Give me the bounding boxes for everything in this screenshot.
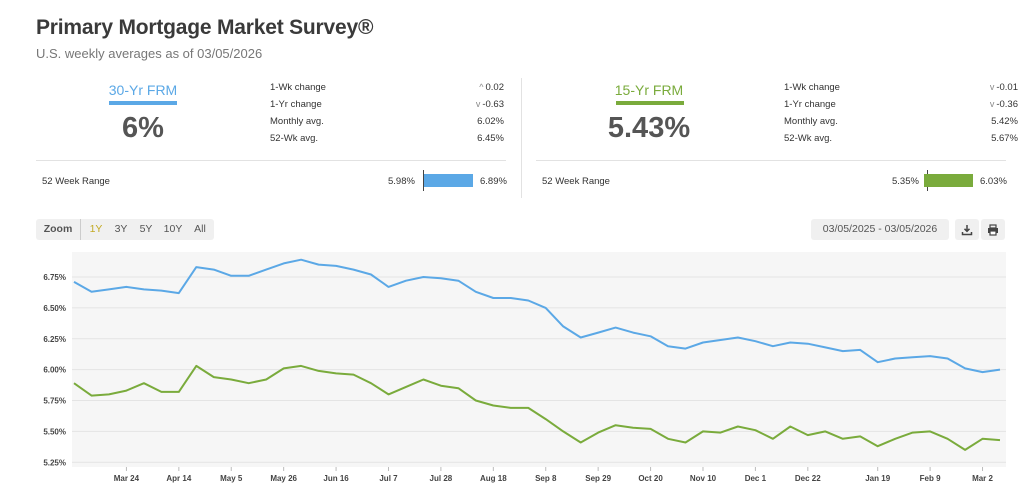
- y-tick-label: 5.50%: [43, 427, 66, 436]
- zoom-5y-button[interactable]: 5Y: [139, 223, 153, 235]
- stat-value: ^ 0.02: [479, 82, 504, 93]
- stat-row: 1-Yr change v -0.63: [270, 96, 506, 113]
- x-tick-label: Jul 7: [379, 474, 398, 483]
- zoom-10y-button[interactable]: 10Y: [163, 223, 183, 235]
- x-tick-label: Feb 9: [920, 474, 941, 483]
- rate-value-15yr: 5.43%: [607, 112, 691, 144]
- range-label-30yr: 52 Week Range: [42, 176, 110, 187]
- stat-row: 52-Wk avg. 5.67%: [784, 130, 1020, 147]
- range-bar-15yr: [924, 174, 973, 187]
- x-tick-label: Jul 28: [430, 474, 453, 483]
- page-subtitle: U.S. weekly averages as of 03/05/2026: [36, 46, 263, 61]
- range-min-30yr: 5.98%: [388, 176, 415, 187]
- stat-value: 5.42%: [991, 116, 1018, 127]
- x-tick-label: Sep 29: [585, 474, 611, 483]
- stat-label: 1-Wk change: [784, 82, 840, 93]
- x-tick-label: Oct 20: [638, 474, 663, 483]
- rate-underline-15yr: [616, 101, 684, 105]
- y-tick-label: 5.75%: [43, 397, 66, 406]
- stat-label: Monthly avg.: [784, 116, 838, 127]
- stat-label: 52-Wk avg.: [784, 133, 833, 144]
- card-divider: [36, 160, 506, 161]
- zoom-label: Zoom: [36, 219, 81, 240]
- stat-value: 5.67%: [991, 133, 1018, 144]
- x-tick-label: May 5: [220, 474, 243, 483]
- zoom-selector: Zoom 1Y 3Y 5Y 10Y All: [36, 219, 214, 240]
- card-divider: [536, 160, 1006, 161]
- plot-area: [72, 252, 1006, 467]
- chevron-down-icon: v: [475, 99, 481, 109]
- x-tick-label: Mar 24: [114, 474, 140, 483]
- rate-name-30yr: 30-Yr FRM: [108, 82, 178, 98]
- zoom-3y-button[interactable]: 3Y: [114, 223, 128, 235]
- range-bar-30yr: [424, 174, 473, 187]
- cards-divider: [521, 78, 522, 198]
- download-icon: [961, 224, 973, 235]
- range-current-marker-30yr: [423, 170, 424, 191]
- stat-row: Monthly avg. 5.42%: [784, 113, 1020, 130]
- rate-underline-30yr: [109, 101, 177, 105]
- rate-name-15yr: 15-Yr FRM: [614, 82, 684, 98]
- chevron-up-icon: ^: [479, 82, 484, 92]
- stat-label: Monthly avg.: [270, 116, 324, 127]
- stats-15yr: 1-Wk change v -0.01 1-Yr change v -0.36 Mo…: [784, 79, 1020, 147]
- stat-value: v -0.36: [989, 99, 1018, 110]
- range-label-15yr: 52 Week Range: [542, 176, 610, 187]
- chevron-down-icon: v: [989, 99, 995, 109]
- zoom-all-button[interactable]: All: [194, 223, 206, 235]
- stat-value: 6.02%: [477, 116, 504, 127]
- stat-row: Monthly avg. 6.02%: [270, 113, 506, 130]
- stat-label: 52-Wk avg.: [270, 133, 319, 144]
- zoom-1y-button[interactable]: 1Y: [89, 223, 103, 235]
- y-tick-label: 6.25%: [43, 335, 66, 344]
- series-line-15yr-frm[interactable]: [73, 364, 1001, 451]
- x-tick-label: Dec 22: [795, 474, 821, 483]
- x-tick-label: May 26: [270, 474, 297, 483]
- stat-value: v -0.01: [989, 82, 1018, 93]
- range-min-15yr: 5.35%: [892, 176, 919, 187]
- stats-30yr: 1-Wk change ^ 0.02 1-Yr change v -0.63 Mon…: [270, 79, 506, 147]
- date-range-field[interactable]: 03/05/2025 - 03/05/2026: [811, 219, 949, 240]
- rate-value-30yr: 6%: [122, 112, 164, 144]
- print-icon: [988, 223, 998, 236]
- x-tick-label: Jun 16: [323, 474, 349, 483]
- x-tick-label: Dec 1: [745, 474, 767, 483]
- series-line-30yr-frm[interactable]: [73, 258, 1001, 374]
- x-tick-label: Jan 19: [865, 474, 890, 483]
- card-15yr-frm: 15-Yr FRM 5.43% 1-Wk change v -0.01 1-Yr …: [536, 76, 1018, 196]
- range-max-15yr: 6.03%: [980, 176, 1007, 187]
- stat-row: 1-Wk change ^ 0.02: [270, 79, 506, 96]
- print-button[interactable]: [981, 219, 1005, 240]
- y-tick-label: 6.00%: [43, 366, 66, 375]
- stat-label: 1-Yr change: [270, 99, 322, 110]
- x-tick-label: Mar 2: [972, 474, 993, 483]
- stat-label: 1-Yr change: [784, 99, 836, 110]
- x-tick-label: Sep 8: [535, 474, 557, 483]
- page-title: Primary Mortgage Market Survey®: [36, 16, 374, 39]
- download-button[interactable]: [955, 219, 979, 240]
- stat-row: 1-Yr change v -0.36: [784, 96, 1020, 113]
- stat-row: 52-Wk avg. 6.45%: [270, 130, 506, 147]
- y-tick-label: 6.75%: [43, 273, 66, 282]
- range-max-30yr: 6.89%: [480, 176, 507, 187]
- stat-row: 1-Wk change v -0.01: [784, 79, 1020, 96]
- x-tick-label: Nov 10: [690, 474, 717, 483]
- stat-label: 1-Wk change: [270, 82, 326, 93]
- x-tick-label: Apr 14: [166, 474, 191, 483]
- y-tick-label: 6.50%: [43, 304, 66, 313]
- chevron-down-icon: v: [989, 82, 995, 92]
- stat-value: v -0.63: [475, 99, 504, 110]
- x-tick-label: Aug 18: [480, 474, 507, 483]
- y-tick-label: 5.25%: [43, 458, 66, 467]
- card-30yr-frm: 30-Yr FRM 6% 1-Wk change ^ 0.02 1-Yr chan…: [36, 76, 507, 196]
- stat-value: 6.45%: [477, 133, 504, 144]
